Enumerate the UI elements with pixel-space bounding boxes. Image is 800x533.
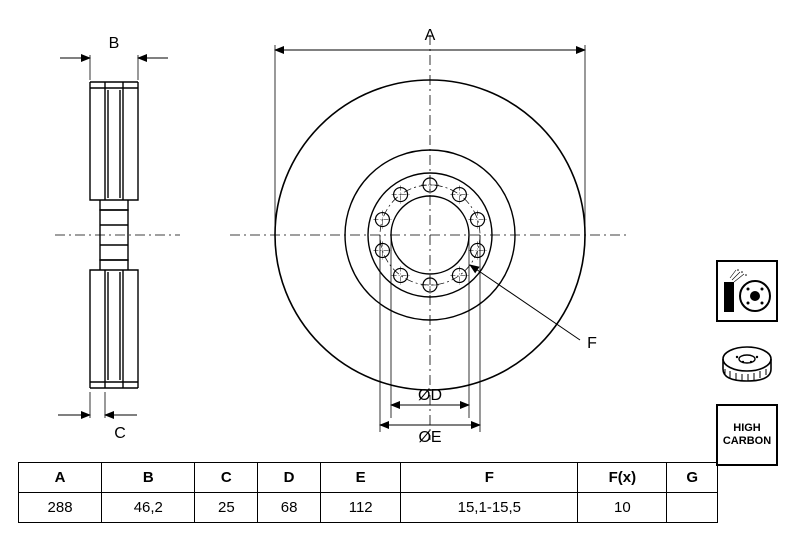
technical-drawing: B C A [0, 0, 800, 533]
label-b: B [109, 35, 120, 52]
table-cell: 10 [578, 493, 667, 523]
table-header: E [320, 463, 400, 493]
table-cell: 46,2 [102, 493, 195, 523]
table-cell: 288 [19, 493, 102, 523]
side-view: B C [55, 35, 180, 442]
label-d: ØD [418, 387, 442, 404]
table-cell: 112 [320, 493, 400, 523]
table-header: G [667, 463, 718, 493]
table-header: A [19, 463, 102, 493]
label-c: C [114, 425, 126, 442]
table-cell: 68 [258, 493, 321, 523]
front-view: A ØD ØE F [230, 27, 630, 446]
label-e: ØE [418, 429, 441, 446]
coated-icon [716, 260, 778, 322]
high-carbon-label: HIGH CARBON [718, 422, 776, 448]
vented-icon [716, 332, 778, 394]
high-carbon-icon: HIGH CARBON [716, 404, 778, 466]
label-f: F [587, 335, 597, 352]
dimension-c: C [58, 392, 137, 442]
table-cell: 15,1-15,5 [401, 493, 578, 523]
dimension-f: F [470, 265, 597, 352]
table-header: F(x) [578, 463, 667, 493]
table-header: C [195, 463, 258, 493]
table-cell [667, 493, 718, 523]
table-cell: 25 [195, 493, 258, 523]
table-header: B [102, 463, 195, 493]
table-row: 28846,2256811215,1-15,510 [19, 493, 718, 523]
table-header: F [401, 463, 578, 493]
dimension-b: B [60, 35, 168, 80]
attribute-icons: HIGH CARBON [716, 260, 782, 476]
table-header: D [258, 463, 321, 493]
dimension-table: ABCDEFF(x)G 28846,2256811215,1-15,510 [18, 462, 718, 523]
label-a: A [425, 27, 436, 44]
